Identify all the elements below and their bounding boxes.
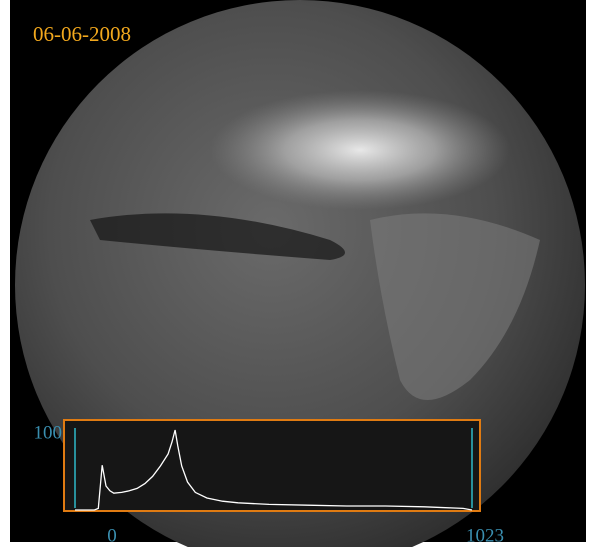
histogram-frame	[64, 420, 480, 511]
scene: 06-06-2008 0 1023 100	[0, 0, 595, 547]
x-tick-label: 0	[107, 525, 117, 546]
y-tick-label: 100	[34, 422, 63, 443]
page: {"chart_data": {"type": "line", "title":…	[0, 0, 595, 547]
sahara-region	[210, 90, 510, 210]
date-label: 06-06-2008	[33, 22, 131, 46]
x-tick-label: 1023	[466, 525, 504, 546]
